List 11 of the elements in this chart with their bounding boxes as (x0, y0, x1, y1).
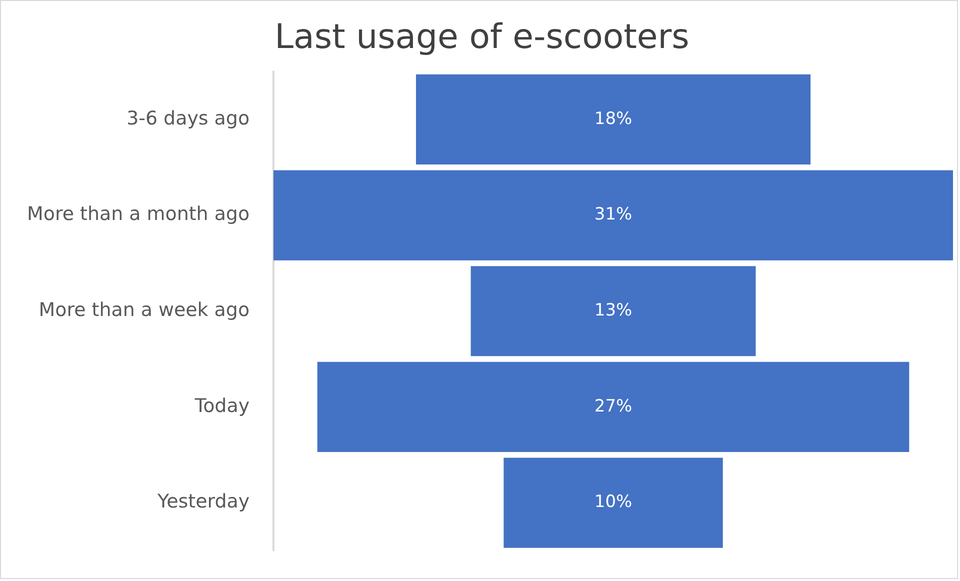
category-label: More than a month ago (27, 203, 250, 226)
data-label: 18% (594, 108, 632, 128)
category-label: Today (194, 394, 250, 417)
text: Last usage of e-scooters (274, 17, 690, 56)
data-label: 13% (594, 300, 632, 320)
data-label: 10% (594, 491, 632, 512)
data-label: 27% (594, 395, 632, 416)
category-label: Yesterday (156, 490, 250, 513)
data-label: 31% (594, 204, 632, 224)
category-label: 3-6 days ago (126, 107, 250, 130)
category-label: More than a week ago (38, 299, 250, 322)
